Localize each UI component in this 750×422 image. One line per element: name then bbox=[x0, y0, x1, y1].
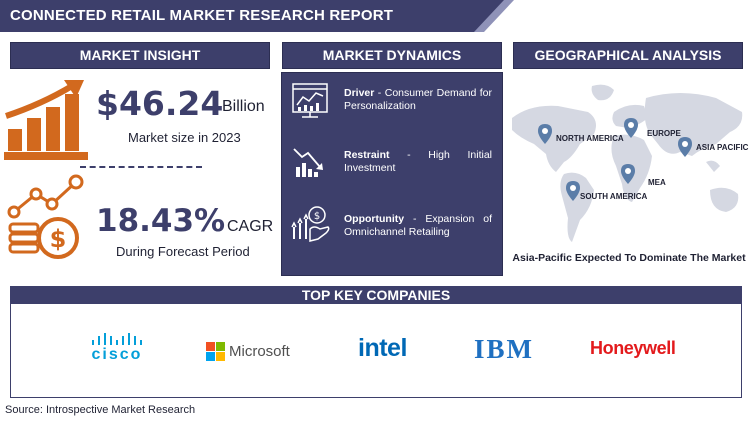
region-label-south-america: SOUTH AMERICA bbox=[580, 192, 648, 201]
insight-divider bbox=[80, 166, 202, 168]
svg-text:$: $ bbox=[50, 225, 67, 253]
source-note: Source: Introspective Market Research bbox=[5, 404, 196, 416]
cagr-unit: CAGR bbox=[227, 218, 274, 235]
dynamics-driver: Driver - Consumer Demand for Personaliza… bbox=[344, 87, 492, 113]
microsoft-wordmark: Microsoft bbox=[229, 343, 290, 360]
driver-label: Driver bbox=[344, 87, 375, 99]
growth-bar-chart-icon bbox=[4, 80, 88, 160]
market-size-value: $46.24 bbox=[96, 84, 224, 123]
market-insight-header: MARKET INSIGHT bbox=[10, 42, 270, 69]
restraint-text: - High Initial Investment bbox=[344, 149, 492, 174]
opportunity-label: Opportunity bbox=[344, 213, 405, 225]
region-label-asia-pacific: ASIA PACIFIC bbox=[696, 143, 749, 152]
intel-wordmark: intel bbox=[358, 334, 407, 362]
microsoft-logo: Microsoft bbox=[206, 342, 296, 364]
market-dynamics-panel: Driver - Consumer Demand for Personaliza… bbox=[281, 72, 503, 276]
location-pin-icon bbox=[624, 118, 638, 138]
market-size-unit: Billion bbox=[222, 98, 265, 115]
geo-caption: Asia-Pacific Expected To Dominate The Ma… bbox=[512, 252, 746, 264]
microsoft-squares-icon bbox=[206, 342, 225, 361]
restraint-label: Restraint bbox=[344, 149, 390, 161]
dynamics-restraint: Restraint - High Initial Investment bbox=[344, 149, 492, 175]
driver-text: - Consumer Demand for Personalization bbox=[344, 87, 492, 112]
cisco-logo: cisco bbox=[90, 332, 152, 364]
cagr-caption: During Forecast Period bbox=[116, 244, 250, 259]
location-pin-icon bbox=[538, 124, 552, 144]
honeywell-wordmark: Honeywell bbox=[590, 338, 676, 358]
cisco-bridge-icon bbox=[92, 333, 142, 345]
svg-text:$: $ bbox=[314, 211, 320, 222]
title-bar bbox=[0, 0, 505, 32]
top-key-companies-header: TOP KEY COMPANIES bbox=[10, 286, 742, 304]
opportunity-text: - Expansion of Omnichannel Retailing bbox=[344, 213, 492, 238]
location-pin-icon bbox=[678, 137, 692, 157]
cisco-wordmark: cisco bbox=[91, 346, 143, 363]
location-pin-icon bbox=[621, 164, 635, 184]
dollar-coins-growth-icon: $ bbox=[7, 174, 84, 259]
region-label-north-america: NORTH AMERICA bbox=[556, 134, 624, 143]
region-label-mea: MEA bbox=[648, 178, 666, 187]
location-pin-icon bbox=[566, 181, 580, 201]
declining-chart-icon bbox=[293, 148, 323, 177]
market-size-caption: Market size in 2023 bbox=[128, 130, 241, 145]
dashboard-chart-icon bbox=[292, 83, 328, 118]
ibm-wordmark: IBM bbox=[474, 334, 534, 364]
dynamics-opportunity: Opportunity - Expansion of Omnichannel R… bbox=[344, 213, 492, 239]
growth-coin-hand-icon: $ bbox=[291, 206, 330, 242]
cagr-value: 18.43% bbox=[96, 203, 226, 239]
geographical-analysis-header: GEOGRAPHICAL ANALYSIS bbox=[513, 42, 743, 69]
region-label-europe: EUROPE bbox=[647, 129, 681, 138]
market-dynamics-header: MARKET DYNAMICS bbox=[282, 42, 502, 69]
page-title: CONNECTED RETAIL MARKET RESEARCH REPORT bbox=[10, 7, 394, 24]
